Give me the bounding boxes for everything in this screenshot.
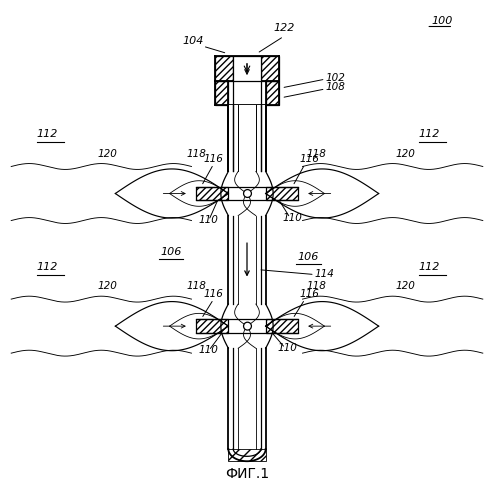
- Text: 118: 118: [186, 148, 206, 158]
- Text: 120: 120: [396, 282, 415, 292]
- Text: 120: 120: [396, 148, 415, 158]
- Bar: [228, 105, 266, 172]
- Bar: [266, 186, 297, 200]
- Bar: [228, 216, 266, 304]
- Text: 110: 110: [199, 215, 219, 225]
- Text: 114: 114: [315, 269, 334, 279]
- Text: 122: 122: [273, 24, 294, 34]
- Circle shape: [244, 190, 251, 198]
- Text: 120: 120: [97, 148, 117, 158]
- Text: 120: 120: [97, 282, 117, 292]
- Text: 104: 104: [182, 36, 204, 46]
- Text: 112: 112: [419, 129, 440, 139]
- Text: 116: 116: [204, 288, 223, 298]
- Bar: [228, 449, 266, 461]
- Text: 110: 110: [199, 345, 219, 355]
- Text: 116: 116: [300, 288, 320, 298]
- Text: 106: 106: [160, 247, 182, 257]
- Bar: [266, 320, 297, 333]
- Bar: [228, 348, 266, 449]
- Text: 112: 112: [37, 262, 58, 272]
- Text: 102: 102: [326, 72, 345, 83]
- Bar: [197, 186, 228, 200]
- Bar: [266, 80, 279, 105]
- Text: 118: 118: [307, 282, 327, 292]
- Circle shape: [244, 322, 251, 330]
- Bar: [215, 56, 233, 80]
- Bar: [197, 320, 228, 333]
- Text: 110: 110: [283, 212, 303, 222]
- Bar: [233, 56, 261, 80]
- Bar: [261, 56, 279, 80]
- Text: 118: 118: [307, 148, 327, 158]
- Bar: [228, 105, 266, 172]
- Text: 100: 100: [431, 16, 453, 26]
- Text: 116: 116: [300, 154, 320, 164]
- Text: 110: 110: [278, 342, 298, 352]
- Text: 116: 116: [204, 154, 223, 164]
- Text: 118: 118: [186, 282, 206, 292]
- Text: ФИГ.1: ФИГ.1: [225, 466, 269, 480]
- Text: 112: 112: [419, 262, 440, 272]
- Text: 108: 108: [326, 82, 345, 92]
- Text: 112: 112: [37, 129, 58, 139]
- Bar: [215, 80, 228, 105]
- Text: 106: 106: [298, 252, 319, 262]
